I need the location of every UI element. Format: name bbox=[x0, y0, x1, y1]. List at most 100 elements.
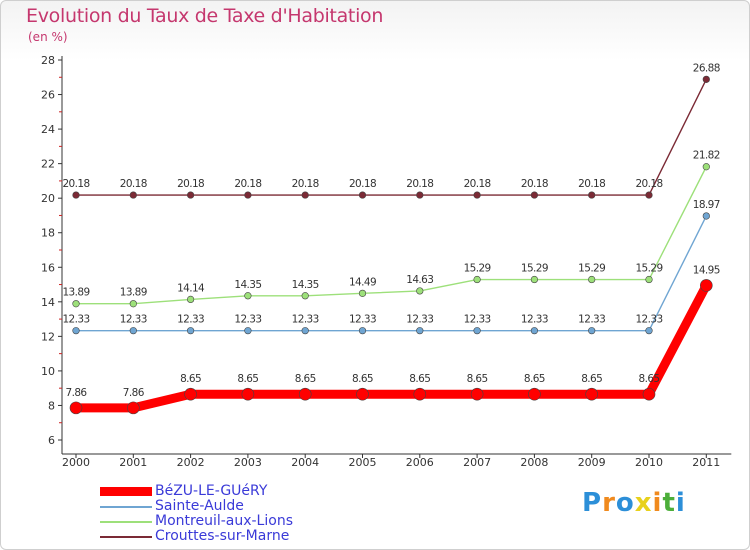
data-point bbox=[416, 287, 424, 295]
data-point bbox=[72, 191, 80, 199]
y-tick-label: 20 bbox=[41, 192, 55, 205]
data-label: 12.33 bbox=[521, 314, 548, 326]
data-point bbox=[301, 292, 309, 300]
y-tick-label: 10 bbox=[41, 365, 55, 378]
data-label: 20.18 bbox=[406, 178, 433, 190]
y-tick-label: 18 bbox=[41, 227, 55, 240]
legend-swatch-montreuil bbox=[100, 521, 152, 523]
data-label: 18.97 bbox=[693, 199, 720, 211]
data-label: 14.14 bbox=[177, 282, 205, 294]
logo-letter: P bbox=[582, 488, 603, 518]
data-label: 8.65 bbox=[581, 373, 602, 385]
data-point bbox=[473, 275, 481, 284]
data-label: 20.18 bbox=[177, 178, 204, 190]
data-label: 20.18 bbox=[292, 178, 319, 190]
data-point bbox=[127, 401, 140, 415]
data-label: 7.86 bbox=[66, 387, 88, 399]
data-label: 12.33 bbox=[62, 314, 89, 326]
data-point bbox=[241, 387, 255, 401]
data-label: 12.33 bbox=[234, 314, 261, 326]
data-point bbox=[187, 191, 195, 199]
x-tick-label: 2002 bbox=[177, 456, 205, 469]
y-tick-label: 14 bbox=[41, 296, 55, 309]
data-label: 12.33 bbox=[120, 314, 147, 326]
data-point bbox=[358, 327, 367, 335]
data-label: 12.33 bbox=[292, 314, 319, 326]
data-point bbox=[184, 387, 197, 401]
proxiti-logo: Proxiti bbox=[582, 488, 686, 518]
series-line bbox=[71, 280, 711, 413]
x-tick-label: 2000 bbox=[62, 456, 90, 469]
data-point bbox=[702, 75, 710, 83]
data-point bbox=[699, 279, 713, 292]
x-tick-label: 2001 bbox=[119, 456, 147, 469]
data-point bbox=[358, 289, 367, 297]
data-label: 20.18 bbox=[62, 178, 89, 190]
data-point bbox=[129, 327, 137, 335]
data-label: 20.18 bbox=[464, 178, 491, 190]
legend-label-montreuil: Montreuil-aux-Lions bbox=[155, 513, 293, 529]
y-tick-label: 26 bbox=[41, 89, 55, 102]
data-label: 14.95 bbox=[693, 264, 720, 276]
data-label: 7.86 bbox=[123, 387, 145, 399]
data-label: 8.65 bbox=[180, 373, 201, 385]
data-label: 8.65 bbox=[467, 373, 488, 385]
data-label: 8.65 bbox=[295, 373, 316, 385]
y-tick-label: 16 bbox=[41, 261, 55, 274]
data-point bbox=[645, 327, 653, 335]
legend-swatch-crouttes bbox=[100, 536, 152, 538]
data-point bbox=[413, 387, 427, 401]
y-axis-unit-label: (en %) bbox=[28, 30, 68, 44]
data-label: 20.18 bbox=[234, 178, 261, 190]
series-line bbox=[75, 215, 707, 332]
data-point bbox=[642, 387, 656, 401]
data-point bbox=[244, 292, 252, 300]
data-label: 15.29 bbox=[578, 263, 605, 275]
data-label: 20.18 bbox=[349, 178, 376, 190]
data-label: 15.29 bbox=[464, 263, 491, 275]
logo-letter: x bbox=[634, 488, 653, 518]
data-label: 12.33 bbox=[406, 314, 433, 326]
data-point bbox=[528, 387, 541, 401]
data-label: 8.65 bbox=[352, 373, 373, 385]
chart-title: Evolution du Taux de Taxe d'Habitation bbox=[26, 5, 384, 27]
data-label: 15.29 bbox=[521, 263, 548, 275]
data-point bbox=[588, 275, 596, 284]
x-tick-label: 2009 bbox=[578, 456, 606, 469]
data-label: 26.88 bbox=[693, 62, 720, 74]
y-tick-label: 28 bbox=[41, 54, 55, 67]
data-point bbox=[416, 327, 424, 335]
legend-swatch-bezu bbox=[100, 487, 152, 496]
data-point bbox=[588, 327, 596, 335]
data-point bbox=[298, 387, 312, 401]
legend-label-sainte-aulde: Sainte-Aulde bbox=[155, 498, 244, 514]
data-point bbox=[702, 163, 710, 171]
data-label: 15.29 bbox=[635, 263, 662, 275]
x-tick-label: 2011 bbox=[692, 456, 720, 469]
x-tick-label: 2010 bbox=[635, 456, 663, 469]
data-point bbox=[72, 300, 80, 308]
legend-swatch-sainte-aulde bbox=[100, 506, 152, 508]
data-point bbox=[129, 300, 137, 308]
x-tick-label: 2003 bbox=[234, 456, 262, 469]
data-label: 14.35 bbox=[292, 279, 319, 291]
x-tick-label: 2004 bbox=[291, 456, 319, 469]
data-point bbox=[585, 387, 599, 401]
data-label: 20.18 bbox=[120, 178, 147, 190]
data-point bbox=[473, 327, 481, 335]
data-label: 12.33 bbox=[177, 314, 204, 326]
legend-label-crouttes: Crouttes-sur-Marne bbox=[155, 528, 290, 544]
data-label: 12.33 bbox=[349, 314, 376, 326]
data-point bbox=[530, 275, 539, 284]
logo-letter: i bbox=[652, 488, 663, 518]
data-label: 12.33 bbox=[464, 314, 491, 326]
data-label: 21.82 bbox=[693, 150, 720, 162]
data-label: 14.49 bbox=[349, 276, 376, 288]
data-point bbox=[69, 401, 83, 415]
legend-item-sainte-aulde: Sainte-Aulde bbox=[100, 498, 360, 514]
data-point bbox=[129, 191, 137, 199]
data-point bbox=[301, 191, 309, 199]
data-point bbox=[470, 387, 484, 401]
